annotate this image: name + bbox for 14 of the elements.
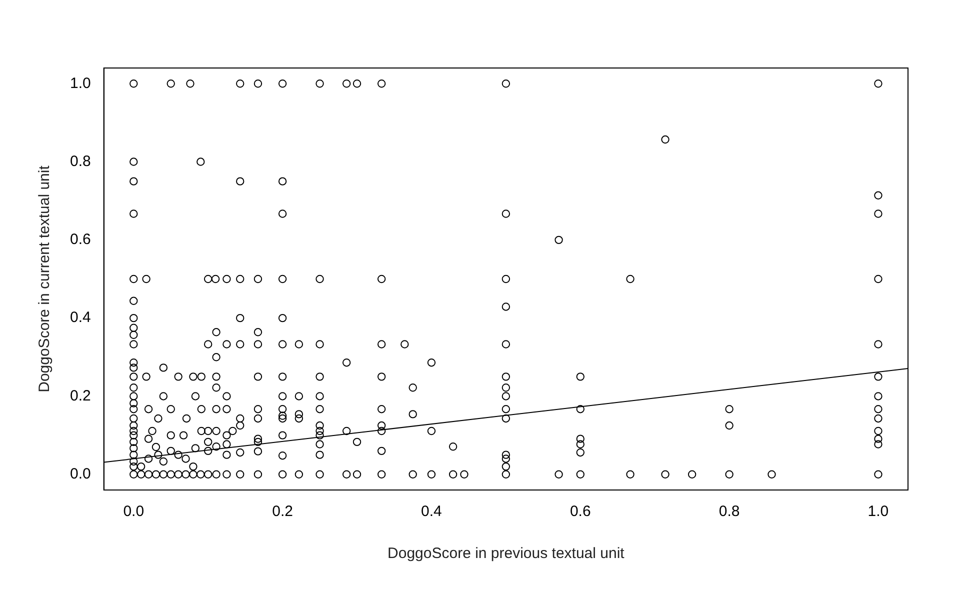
y-tick-label: 0.0 — [70, 466, 91, 483]
x-tick-label: 0.4 — [421, 503, 442, 520]
y-tick-label: 0.4 — [70, 309, 91, 326]
y-tick-label: 0.6 — [70, 231, 91, 248]
x-tick-label: 0.8 — [718, 503, 740, 520]
x-tick-label: 0.0 — [123, 503, 144, 520]
y-tick-label: 0.2 — [70, 387, 91, 404]
y-axis-title: DoggoScore in current textual unit — [36, 164, 54, 392]
y-tick-label: 1.0 — [70, 74, 91, 92]
x-tick-label: 0.6 — [570, 503, 591, 520]
x-tick-label: 0.2 — [272, 503, 293, 520]
y-tick-label: 0.8 — [70, 152, 91, 170]
x-tick-label: 1.0 — [868, 503, 889, 520]
x-axis-title: DoggoScore in previous textual unit — [388, 545, 626, 562]
